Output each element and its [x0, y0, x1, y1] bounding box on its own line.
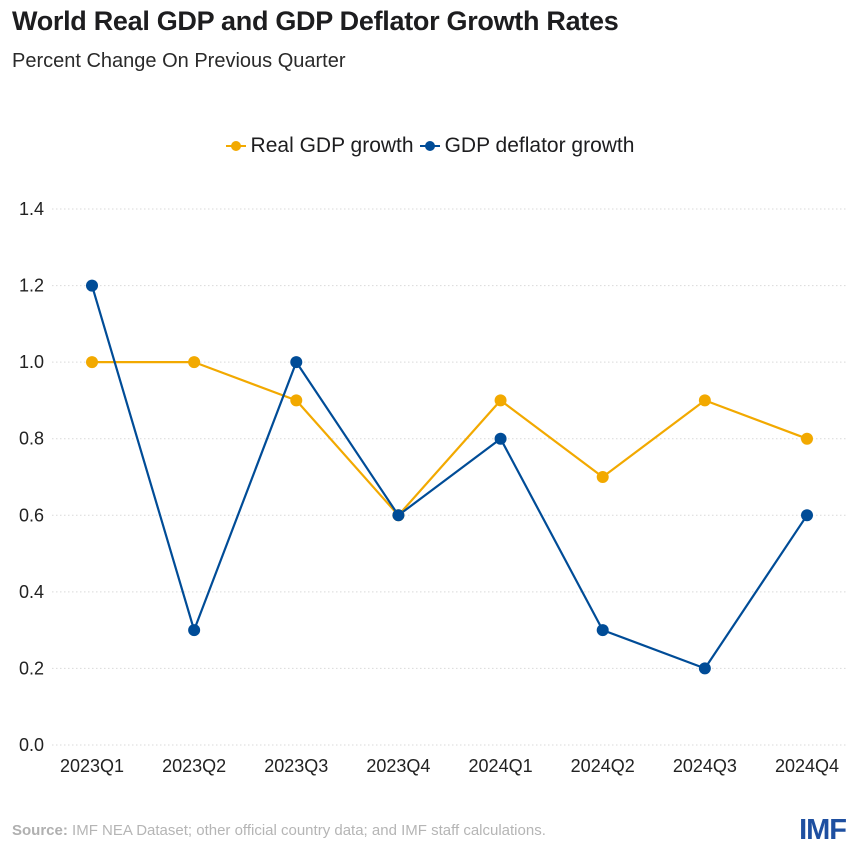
chart-subtitle: Percent Change On Previous Quarter	[12, 50, 346, 72]
y-tick-label: 1.2	[19, 276, 44, 296]
legend-marker-real-gdp-icon	[225, 139, 246, 153]
x-tick-label: 2023Q2	[162, 756, 226, 776]
y-tick-label: 0.4	[19, 582, 44, 602]
data-point[interactable]	[392, 509, 405, 522]
y-tick-label: 0.0	[19, 735, 44, 755]
source-note: Source: IMF NEA Dataset; other official …	[12, 822, 546, 839]
data-point[interactable]	[494, 394, 507, 407]
x-tick-label: 2024Q2	[571, 756, 635, 776]
data-point[interactable]	[86, 356, 98, 369]
data-point[interactable]	[596, 471, 609, 483]
series-points	[86, 279, 813, 675]
legend-item-real-gdp[interactable]: Real GDP growth	[225, 134, 414, 158]
series-line-0	[92, 361, 808, 517]
data-point[interactable]	[188, 624, 201, 637]
data-point[interactable]	[698, 394, 711, 407]
data-point[interactable]	[86, 279, 98, 292]
x-axis-ticks: 2023Q1 2023Q2 2023Q3 2023Q4 2024Q1 2024Q2 2024…	[60, 756, 839, 776]
x-tick-label: 2023Q4	[366, 756, 430, 776]
series-line-1	[90, 285, 808, 670]
y-axis-ticks: 0.0 0.2 0.4 0.6 0.8 1.0 1.2 1.4	[19, 199, 44, 755]
x-tick-label: 2024Q3	[673, 756, 737, 776]
y-tick-label: 0.8	[19, 429, 44, 449]
data-point[interactable]	[290, 356, 303, 369]
data-point[interactable]	[596, 624, 609, 637]
legend-marker-gdp-deflator-icon	[419, 139, 440, 153]
data-point[interactable]	[188, 356, 201, 369]
x-tick-label: 2023Q3	[264, 756, 328, 776]
data-point[interactable]	[698, 662, 711, 675]
y-tick-label: 0.2	[19, 658, 44, 678]
data-point[interactable]	[801, 432, 813, 445]
data-point[interactable]	[290, 394, 303, 407]
x-tick-label: 2024Q1	[469, 756, 533, 776]
y-tick-label: 1.4	[19, 199, 44, 219]
legend-label-gdp-deflator: GDP deflator growth	[444, 134, 635, 157]
legend-label-real-gdp: Real GDP growth	[250, 134, 414, 157]
series-lines	[90, 285, 808, 670]
legend-item-gdp-deflator[interactable]: GDP deflator growth	[419, 134, 635, 158]
imf-logo: IMF	[799, 814, 847, 846]
y-tick-label: 1.0	[19, 352, 44, 372]
data-point[interactable]	[801, 509, 813, 522]
source-text: IMF NEA Dataset; other official country …	[67, 822, 546, 839]
legend: Real GDP growth GDP deflator growth	[0, 134, 860, 158]
chart-title: World Real GDP and GDP Deflator Growth R…	[12, 6, 619, 36]
data-point[interactable]	[494, 432, 507, 445]
x-tick-label: 2024Q4	[775, 756, 839, 776]
x-tick-label: 2023Q1	[60, 756, 124, 776]
y-tick-label: 0.6	[19, 505, 44, 525]
source-label: Source:	[12, 822, 68, 839]
